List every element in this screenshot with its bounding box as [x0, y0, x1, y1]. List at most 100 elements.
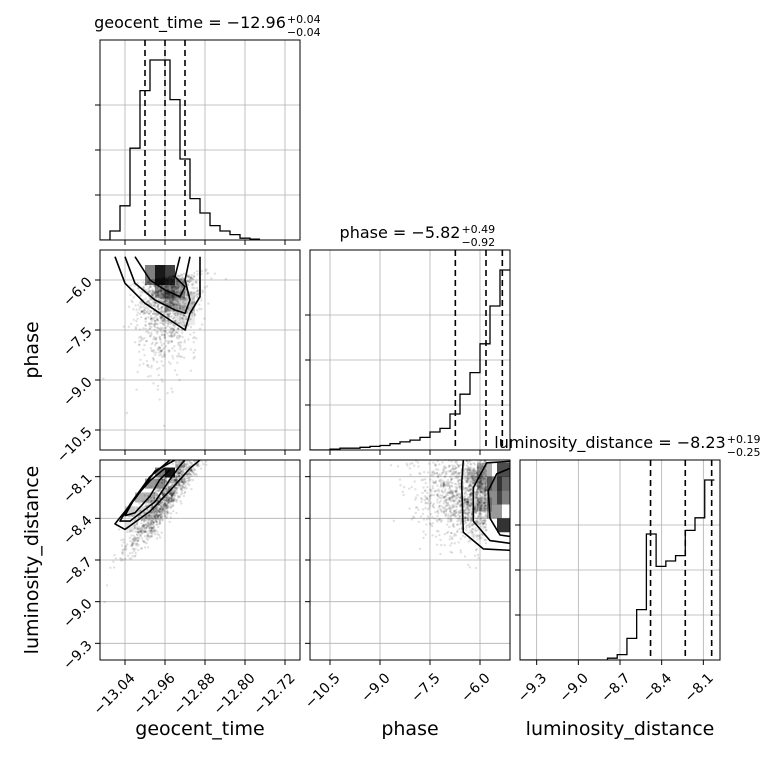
- scatter-point: [443, 465, 446, 468]
- scatter-point: [133, 525, 137, 528]
- scatter-point: [171, 491, 174, 494]
- scatter-point: [158, 346, 161, 349]
- scatter-point: [178, 471, 181, 474]
- scatter-point: [182, 348, 185, 351]
- scatter-point: [193, 472, 196, 475]
- scatter-point: [167, 339, 171, 343]
- scatter-point: [189, 451, 191, 453]
- scatter-point: [444, 510, 447, 513]
- scatter-point: [191, 283, 194, 287]
- scatter-point: [183, 322, 186, 325]
- scatter-point: [157, 514, 161, 517]
- scatter-point: [187, 452, 189, 454]
- scatter-point: [144, 317, 147, 321]
- y-axis-label-phase: phase: [21, 321, 43, 378]
- scatter-point: [453, 467, 456, 471]
- scatter-point: [131, 530, 134, 533]
- scatter-point: [173, 314, 177, 317]
- scatter-point: [463, 555, 467, 558]
- scatter-point: [149, 327, 152, 330]
- scatter-point: [156, 506, 160, 510]
- scatter-point: [446, 455, 448, 457]
- scatter-point: [462, 501, 466, 505]
- scatter-point: [171, 298, 174, 302]
- density-cell: [135, 506, 145, 517]
- scatter-point: [473, 479, 476, 482]
- scatter-point: [457, 473, 461, 476]
- scatter-point: [171, 286, 174, 290]
- scatter-point: [183, 463, 186, 466]
- scatter-point: [147, 514, 150, 518]
- scatter-point: [422, 478, 425, 482]
- scatter-point: [161, 322, 165, 326]
- scatter-point: [161, 318, 164, 322]
- scatter-point: [157, 295, 161, 299]
- scatter-point: [480, 504, 483, 508]
- scatter-point: [161, 500, 165, 504]
- scatter-point: [456, 523, 460, 526]
- scatter-point: [458, 496, 461, 500]
- scatter-point: [484, 470, 488, 473]
- scatter-point: [183, 476, 186, 479]
- scatter-point: [132, 538, 135, 541]
- scatter-point: [118, 528, 121, 531]
- scatter-point: [167, 495, 170, 499]
- scatter-point: [433, 490, 437, 493]
- scatter-point: [475, 472, 479, 475]
- scatter-point: [179, 467, 183, 470]
- scatter-point: [153, 496, 156, 500]
- scatter-point: [194, 294, 197, 297]
- scatter-point: [192, 331, 196, 334]
- scatter-point: [152, 522, 155, 525]
- scatter-point: [160, 515, 164, 519]
- scatter-point: [102, 377, 105, 380]
- scatter-point: [465, 498, 468, 501]
- scatter-point: [466, 500, 469, 504]
- scatter-point: [167, 284, 170, 287]
- scatter-point: [181, 298, 185, 301]
- scatter-point: [482, 473, 486, 476]
- scatter-point: [449, 535, 452, 538]
- scatter-point: [458, 493, 461, 496]
- scatter-point: [474, 493, 478, 496]
- scatter-point: [468, 468, 471, 472]
- scatter-point: [130, 544, 134, 548]
- scatter-point: [480, 479, 483, 483]
- scatter-point: [146, 316, 150, 319]
- scatter-point: [171, 294, 174, 298]
- scatter-point: [146, 516, 150, 519]
- scatter-point: [465, 506, 468, 509]
- panel-grid-2-2: −9.3 −9.0 −8.7 −8.4 −8.1: [515, 460, 720, 706]
- scatter-point: [191, 286, 194, 290]
- scatter-point: [198, 303, 201, 306]
- scatter-point: [467, 471, 470, 474]
- scatter-point: [184, 347, 187, 350]
- tick-label-x: −9.3: [515, 670, 550, 705]
- scatter-point: [148, 301, 151, 305]
- scatter-point: [178, 467, 181, 471]
- scatter-point: [154, 290, 157, 294]
- scatter-point: [188, 469, 192, 473]
- scatter-point: [184, 291, 187, 294]
- scatter-point: [172, 328, 176, 331]
- scatter-point: [170, 497, 173, 500]
- scatter-point: [183, 457, 185, 459]
- scatter-point: [160, 378, 163, 381]
- scatter-point: [181, 471, 185, 475]
- scatter-point: [483, 521, 486, 525]
- scatter-point: [151, 527, 154, 531]
- scatter-point: [137, 537, 140, 541]
- scatter-point: [135, 542, 138, 546]
- scatter-point: [169, 485, 172, 488]
- scatter-point: [438, 479, 441, 482]
- scatter-point: [436, 520, 439, 523]
- scatter-point: [484, 482, 487, 485]
- scatter-point: [478, 535, 481, 539]
- scatter-point: [459, 504, 462, 507]
- scatter-point: [484, 478, 488, 481]
- scatter-point: [482, 519, 485, 522]
- scatter-point: [159, 316, 163, 320]
- scatter-point: [484, 460, 487, 463]
- scatter-point: [138, 328, 142, 331]
- scatter-point: [145, 523, 148, 526]
